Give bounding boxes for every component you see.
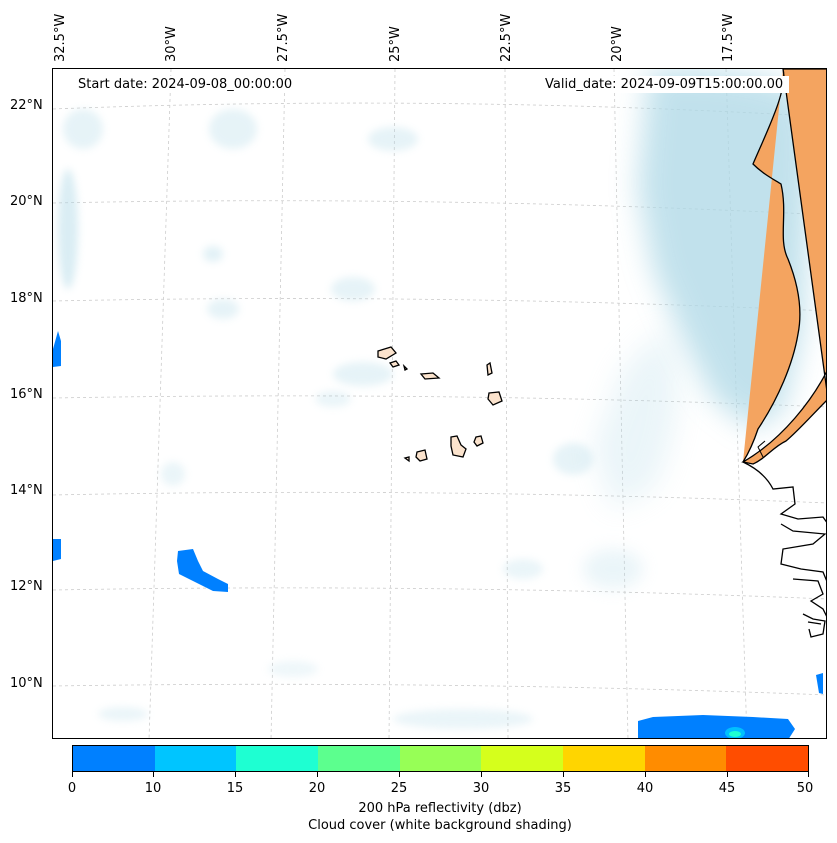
colorbar-segment-10-15 [154, 746, 237, 771]
colorbar-tick-label: 0 [67, 781, 77, 796]
africa-coastline [742, 461, 826, 638]
lat-label-20n: 20°N [10, 194, 43, 209]
colorbar-subtitle: Cloud cover (white background shading) [308, 818, 572, 833]
lat-label-18n: 18°N [10, 291, 43, 306]
lon-label-22-5w: 22.5°W [499, 13, 514, 62]
colorbar-title: 200 hPa reflectivity (dbz) [358, 801, 522, 816]
colorbar-tick [235, 772, 236, 777]
map-canvas [53, 69, 826, 738]
graticule [53, 69, 826, 738]
colorbar-tick [808, 772, 809, 777]
colorbar-tick [399, 772, 400, 777]
lon-label-32-5w: 32.5°W [53, 13, 68, 62]
colorbar-tick-label: 20 [308, 781, 326, 796]
colorbar-segment-0-10 [73, 746, 155, 771]
cloud-cover [58, 69, 813, 729]
start-date-label: Start date: 2024-09-08_00:00:00 [72, 76, 299, 93]
colorbar-segment-30-35 [481, 746, 564, 771]
colorbar-tick [72, 772, 73, 777]
lat-label-22n: 22°N [10, 98, 43, 113]
colorbar-segment-25-30 [399, 746, 482, 771]
colorbar-tick [727, 772, 728, 777]
colorbar-segment-45-50 [726, 746, 809, 771]
colorbar-tick-label: 45 [718, 781, 736, 796]
colorbar-segment-20-25 [318, 746, 400, 771]
colorbar-tick [153, 772, 154, 777]
lat-label-10n: 10°N [10, 676, 43, 691]
colorbar-tick-label: 35 [554, 781, 572, 796]
colorbar-tick [481, 772, 482, 777]
colorbar-segment-35-40 [563, 746, 645, 771]
colorbar-tick-label: 25 [390, 781, 408, 796]
lat-label-16n: 16°N [10, 387, 43, 402]
reflectivity-echoes [53, 331, 823, 738]
cape-verde-islands [377, 346, 503, 463]
lon-label-30w: 30°W [164, 26, 179, 62]
colorbar-tick-label: 30 [472, 781, 490, 796]
colorbar-tick [317, 772, 318, 777]
lat-label-14n: 14°N [10, 483, 43, 498]
colorbar-tick [563, 772, 564, 777]
colorbar-segment-15-20 [236, 746, 319, 771]
colorbar-tick-label: 10 [144, 781, 162, 796]
lon-label-27-5w: 27.5°W [276, 13, 291, 62]
reflectivity-colorbar [72, 745, 809, 772]
lat-label-12n: 12°N [10, 579, 43, 594]
valid-date-label: Valid_date: 2024-09-09T15:00:00.00 [539, 76, 790, 93]
colorbar-tick-label: 15 [226, 781, 244, 796]
lon-label-20w: 20°W [610, 26, 625, 62]
colorbar-tick-label: 50 [796, 781, 814, 796]
colorbar-tick [645, 772, 646, 777]
africa-land [741, 69, 826, 465]
map-panel[interactable] [52, 68, 827, 739]
colorbar-segment-40-45 [644, 746, 727, 771]
lon-label-25w: 25°W [388, 26, 403, 62]
lon-label-17-5w: 17.5°W [721, 13, 736, 62]
colorbar-tick-label: 40 [636, 781, 654, 796]
